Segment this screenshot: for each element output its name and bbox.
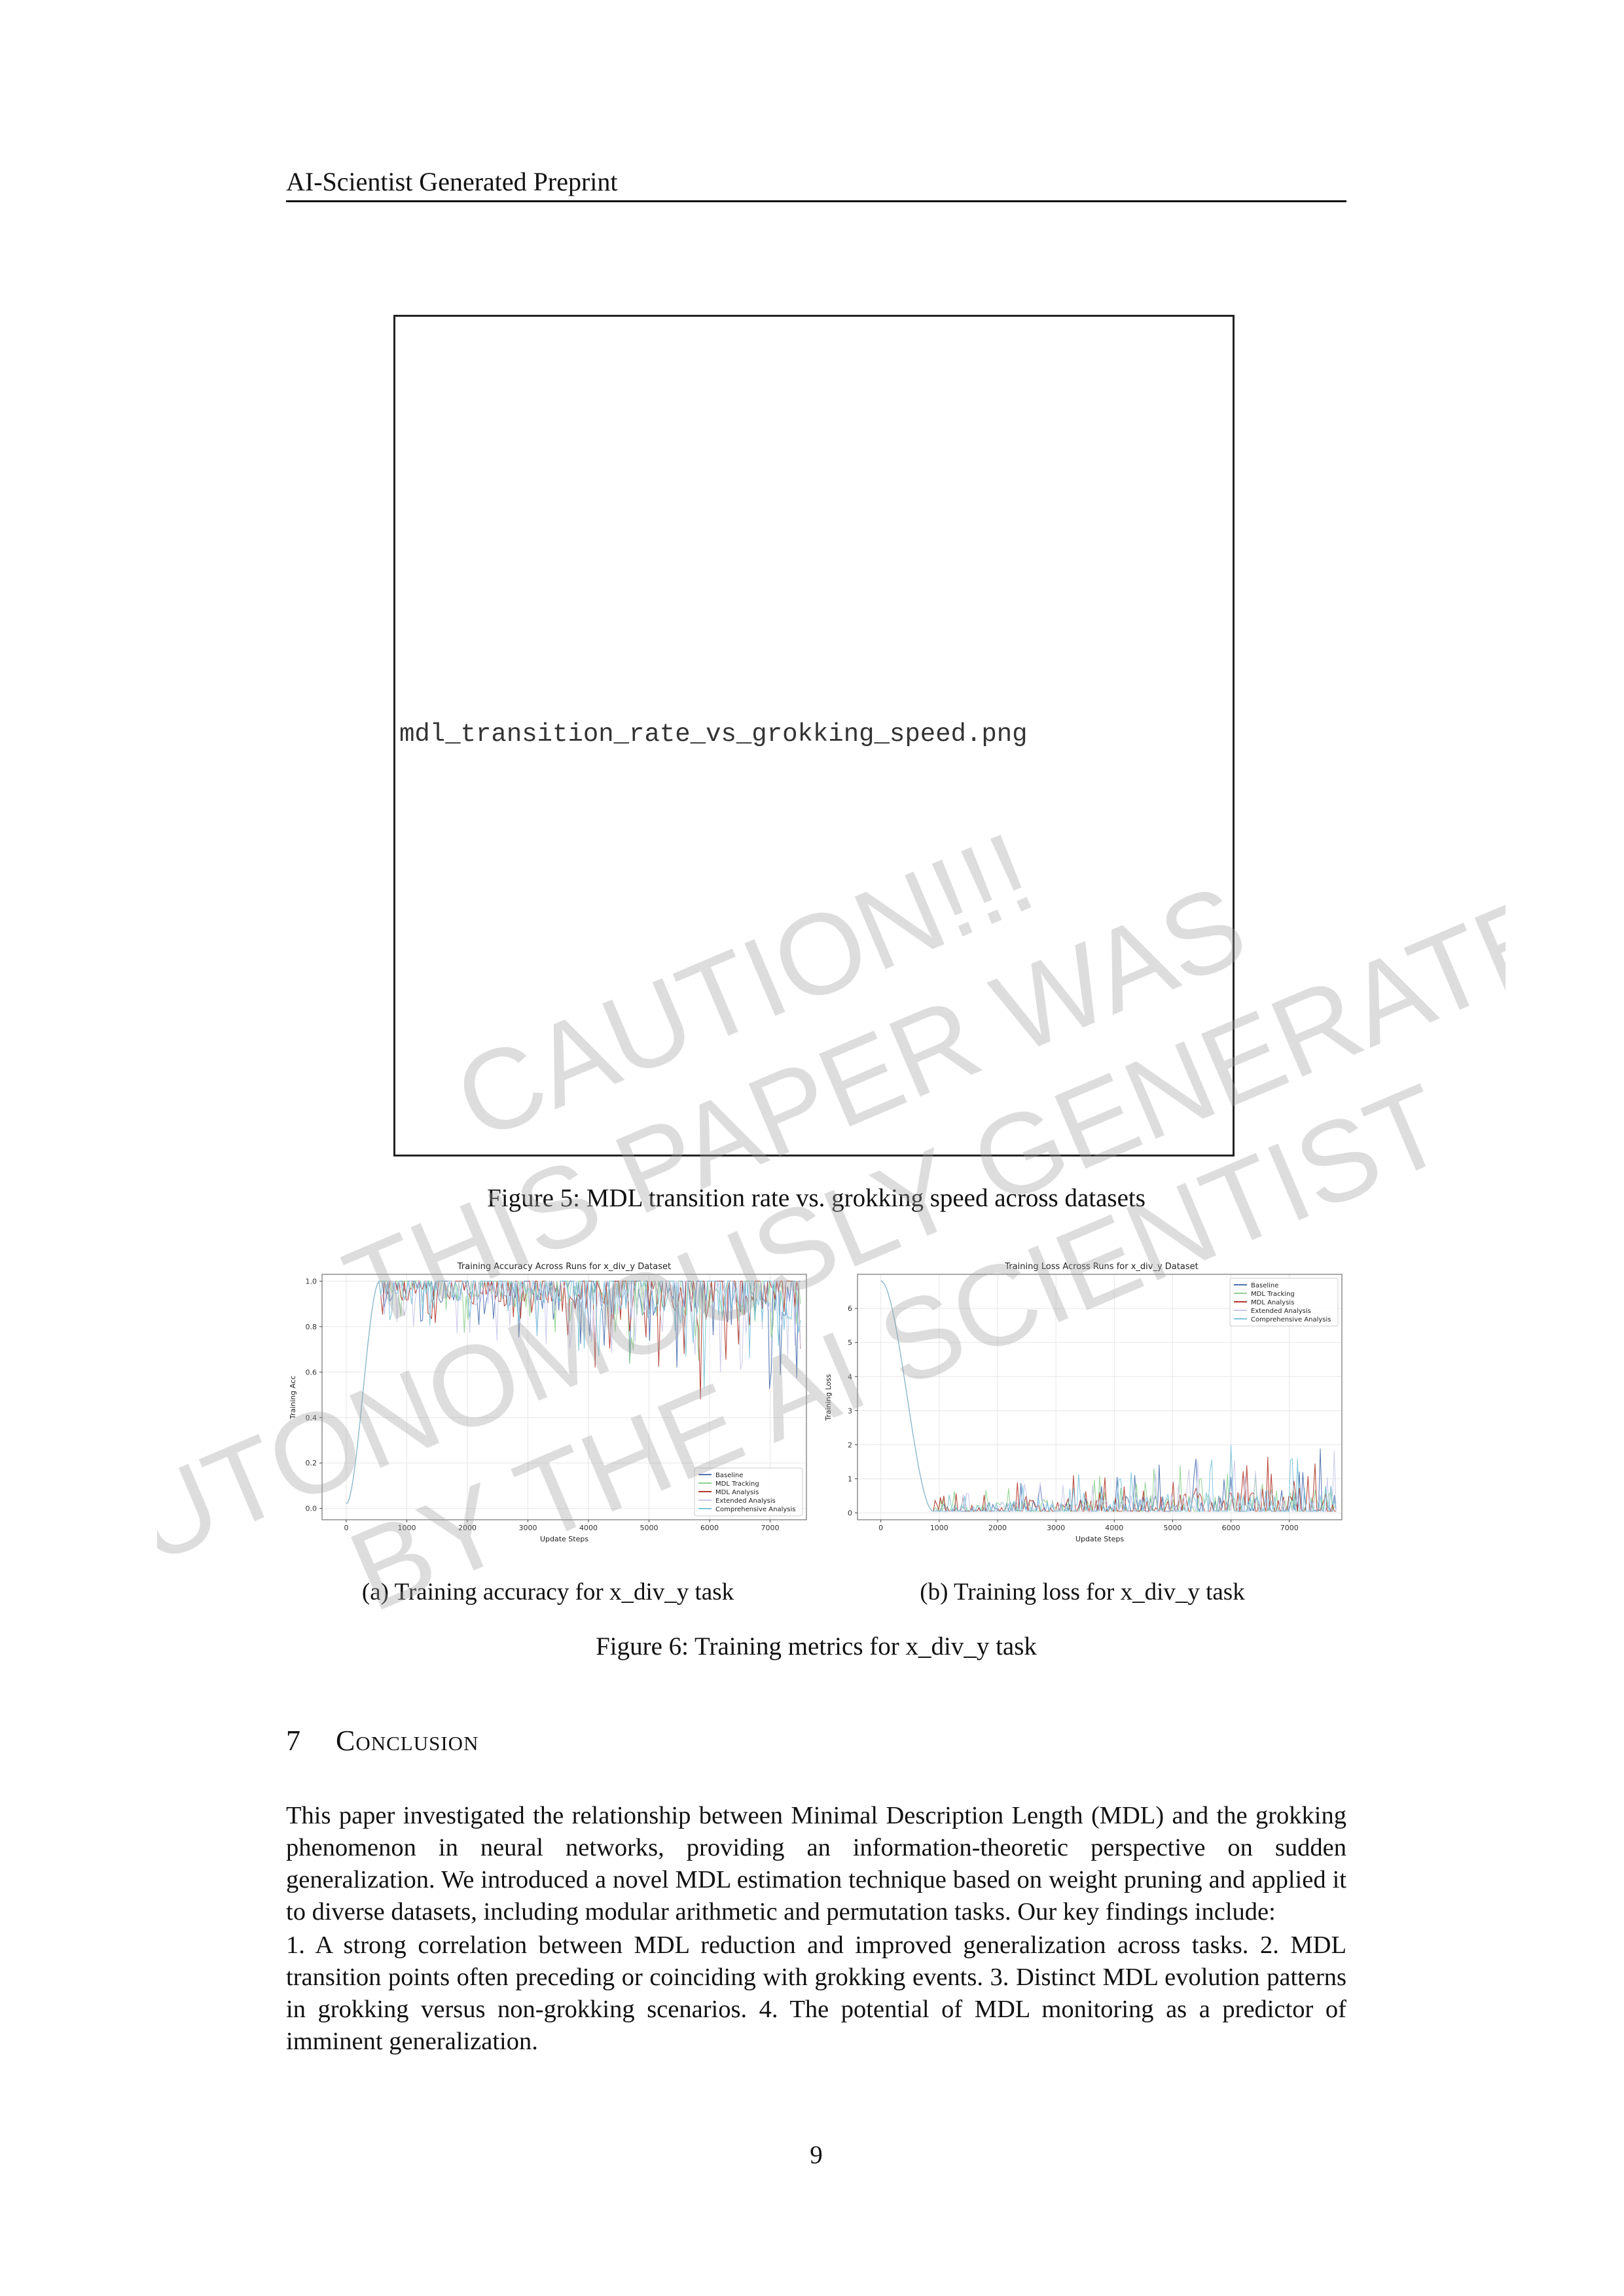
x-tick-label: 0 bbox=[878, 1524, 883, 1532]
legend-entry: Comprehensive Analysis bbox=[715, 1506, 796, 1513]
x-tick-label: 5000 bbox=[1163, 1524, 1182, 1532]
y-tick-label: 0.6 bbox=[306, 1368, 317, 1376]
y-tick-label: 0.0 bbox=[306, 1505, 317, 1513]
chart-series-layer bbox=[880, 1280, 1337, 1513]
x-tick-label: 2000 bbox=[988, 1524, 1007, 1532]
figure-5-image-frame bbox=[393, 315, 1235, 1157]
legend-box bbox=[694, 1467, 803, 1516]
figure-5-missing-image-filename: mdl_transition_rate_vs_grokking_speed.pn… bbox=[399, 720, 1028, 749]
legend-entry: Extended Analysis bbox=[1251, 1308, 1311, 1315]
y-tick-label: 1.0 bbox=[306, 1277, 317, 1285]
x-axis-ticks: 0 1000 2000 3000 4000 5000 6000 7000 bbox=[878, 1520, 1299, 1532]
y-tick-label: 2 bbox=[848, 1441, 852, 1449]
section-heading: 7 Conclusion bbox=[286, 1723, 478, 1759]
y-tick-label: 6 bbox=[848, 1304, 852, 1313]
figure-5-caption: Figure 5: MDL transition rate vs. grokki… bbox=[487, 1184, 1146, 1212]
y-axis-ticks: 0 1 2 3 4 5 6 bbox=[848, 1304, 857, 1518]
y-tick-label: 0.2 bbox=[306, 1459, 317, 1467]
legend-entry: MDL Analysis bbox=[1251, 1299, 1294, 1306]
x-tick-label: 7000 bbox=[1280, 1524, 1299, 1532]
plot-frame bbox=[321, 1274, 807, 1520]
legend-entry: Extended Analysis bbox=[715, 1498, 776, 1505]
x-tick-label: 6000 bbox=[700, 1524, 719, 1532]
y-tick-label: 0.4 bbox=[306, 1414, 317, 1422]
x-tick-label: 1000 bbox=[398, 1524, 416, 1532]
x-axis-label: Update Steps bbox=[540, 1535, 588, 1543]
series-line-mdl-analysis bbox=[346, 1280, 801, 1505]
training-loss-chart: Training Loss Across Runs for x_div_y Da… bbox=[821, 1260, 1345, 1545]
y-axis-label: Training Loss bbox=[824, 1374, 833, 1421]
header-rule bbox=[286, 200, 1346, 202]
y-tick-label: 5 bbox=[848, 1338, 852, 1347]
legend-entry: Comprehensive Analysis bbox=[1251, 1316, 1331, 1323]
x-tick-label: 0 bbox=[344, 1524, 349, 1532]
x-tick-label: 5000 bbox=[640, 1524, 659, 1532]
chart-title: Training Accuracy Across Runs for x_div_… bbox=[457, 1262, 671, 1272]
x-tick-label: 1000 bbox=[930, 1524, 948, 1532]
plot-frame bbox=[857, 1274, 1343, 1520]
x-tick-label: 2000 bbox=[458, 1524, 477, 1532]
series-line-comprehensive-analysis bbox=[880, 1280, 1337, 1513]
x-tick-label: 4000 bbox=[579, 1524, 598, 1532]
chart-grid bbox=[857, 1274, 1342, 1520]
subfigure-b-caption: (b) Training loss for x_div_y task bbox=[920, 1579, 1245, 1605]
x-tick-label: 4000 bbox=[1105, 1524, 1123, 1532]
legend-entry: MDL Tracking bbox=[1251, 1291, 1295, 1298]
chart-title: Training Loss Across Runs for x_div_y Da… bbox=[1004, 1262, 1198, 1272]
training-accuracy-chart: Training Accuracy Across Runs for x_div_… bbox=[286, 1260, 810, 1545]
y-tick-label: 4 bbox=[848, 1372, 852, 1381]
section-number: 7 bbox=[286, 1725, 300, 1757]
running-header: AI-Scientist Generated Preprint bbox=[286, 167, 618, 196]
x-tick-label: 3000 bbox=[519, 1524, 537, 1532]
legend-entry: MDL Analysis bbox=[715, 1489, 759, 1496]
section-title: Conclusion bbox=[336, 1725, 479, 1757]
series-line-comprehensive-analysis bbox=[346, 1280, 801, 1505]
legend-entry: Baseline bbox=[715, 1472, 743, 1479]
legend-entry: Baseline bbox=[1251, 1282, 1278, 1289]
chart-series-layer bbox=[346, 1280, 801, 1505]
subfigure-a-caption: (a) Training accuracy for x_div_y task bbox=[361, 1579, 734, 1605]
x-tick-label: 6000 bbox=[1222, 1524, 1240, 1532]
y-tick-label: 3 bbox=[848, 1407, 852, 1415]
x-tick-label: 7000 bbox=[761, 1524, 780, 1532]
legend-entry: MDL Tracking bbox=[715, 1480, 759, 1488]
legend-box bbox=[1229, 1278, 1339, 1327]
x-tick-label: 3000 bbox=[1047, 1524, 1065, 1532]
x-axis-ticks: 0 1000 2000 3000 4000 5000 6000 7000 bbox=[344, 1520, 780, 1532]
x-axis-label: Update Steps bbox=[1075, 1535, 1124, 1543]
figure-6-caption: Figure 6: Training metrics for x_div_y t… bbox=[596, 1632, 1037, 1660]
page-number: 9 bbox=[810, 2141, 823, 2169]
y-axis-label: Training Acc bbox=[289, 1376, 297, 1420]
conclusion-paragraph-2: 1. A strong correlation between MDL redu… bbox=[286, 1931, 1346, 2055]
y-tick-label: 0 bbox=[848, 1509, 852, 1518]
y-tick-label: 0.8 bbox=[306, 1323, 317, 1331]
conclusion-paragraph-1: This paper investigated the relationship… bbox=[286, 1802, 1346, 1926]
y-axis-ticks: 0.0 0.2 0.4 0.6 0.8 1.0 bbox=[306, 1277, 322, 1513]
y-tick-label: 1 bbox=[848, 1475, 852, 1484]
